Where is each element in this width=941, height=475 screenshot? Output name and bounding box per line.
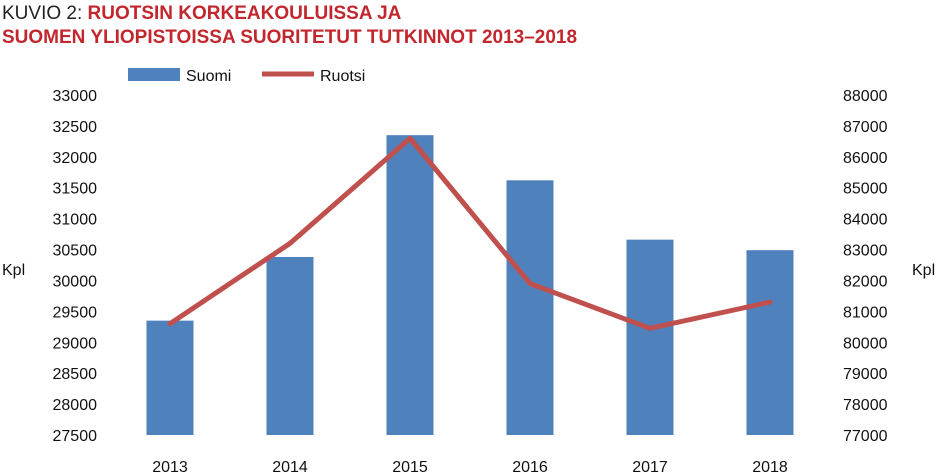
- x-tick-label: 2013: [152, 459, 188, 475]
- chart-title: KUVIO 2: RUOTSIN KORKEAKOULUISSA JA SUOM…: [2, 2, 577, 50]
- line-group: [167, 135, 773, 331]
- right-tick-label: 80000: [843, 335, 888, 352]
- left-tick-label: 31000: [53, 212, 98, 229]
- left-tick-label: 32500: [53, 119, 98, 136]
- right-tick-label: 87000: [843, 119, 888, 136]
- right-tick-label: 81000: [843, 304, 888, 321]
- right-tick-label: 79000: [843, 366, 888, 383]
- x-tick-label: 2018: [752, 459, 788, 475]
- right-tick-label: 78000: [843, 397, 888, 414]
- title-line1: RUOTSIN KORKEAKOULUISSA JA: [87, 3, 402, 24]
- series-line-ruotsi: [167, 135, 773, 331]
- left-tick-label: 32000: [53, 150, 98, 167]
- left-tick-label: 28500: [53, 366, 98, 383]
- bar-2014: [266, 256, 314, 435]
- left-tick-label: 30000: [53, 273, 98, 290]
- bar-2016: [506, 180, 554, 435]
- left-tick-label: 33000: [53, 88, 98, 105]
- right-tick-label: 88000: [843, 88, 888, 105]
- left-tick-label: 27500: [53, 428, 98, 445]
- legend-label-ruotsi: Ruotsi: [320, 68, 365, 85]
- title-line2: SUOMEN YLIOPISTOISSA SUORITETUT TUTKINNO…: [2, 27, 578, 48]
- x-tick-label: 2017: [632, 459, 668, 475]
- axis-titles: Kpl Kpl: [2, 262, 935, 279]
- x-axis: 2013 2014 2015 2016 2017 2018: [152, 459, 788, 475]
- bars-group: [146, 135, 794, 435]
- bar-2013: [146, 320, 194, 435]
- right-tick-label: 85000: [843, 181, 888, 198]
- bar-2015: [386, 135, 434, 435]
- x-tick-label: 2016: [512, 459, 548, 475]
- right-tick-label: 82000: [843, 273, 888, 290]
- left-tick-label: 30500: [53, 243, 98, 260]
- legend-label-suomi: Suomi: [186, 68, 231, 85]
- right-tick-label: 84000: [843, 212, 888, 229]
- left-tick-label: 31500: [53, 181, 98, 198]
- right-tick-label: 83000: [843, 243, 888, 260]
- x-tick-label: 2014: [272, 459, 308, 475]
- bar-2017: [626, 239, 674, 435]
- x-tick-label: 2015: [392, 459, 428, 475]
- left-tick-label: 29000: [53, 335, 98, 352]
- right-axis: 77000 78000 79000 80000 81000 82000 83000 84000…: [843, 88, 888, 445]
- bar-2018: [746, 250, 794, 435]
- right-axis-title: Kpl: [912, 262, 935, 279]
- right-tick-label: 77000: [843, 428, 888, 445]
- left-axis-title: Kpl: [2, 262, 25, 279]
- legend-swatch-suomi: [128, 68, 180, 81]
- left-tick-label: 29500: [53, 304, 98, 321]
- left-tick-label: 28000: [53, 397, 98, 414]
- legend: Suomi Ruotsi: [128, 68, 365, 85]
- right-tick-label: 86000: [843, 150, 888, 167]
- left-axis: 27500 28000 28500 29000 29500 30000 30500 31000…: [53, 88, 98, 445]
- title-prefix: KUVIO 2:: [2, 3, 83, 24]
